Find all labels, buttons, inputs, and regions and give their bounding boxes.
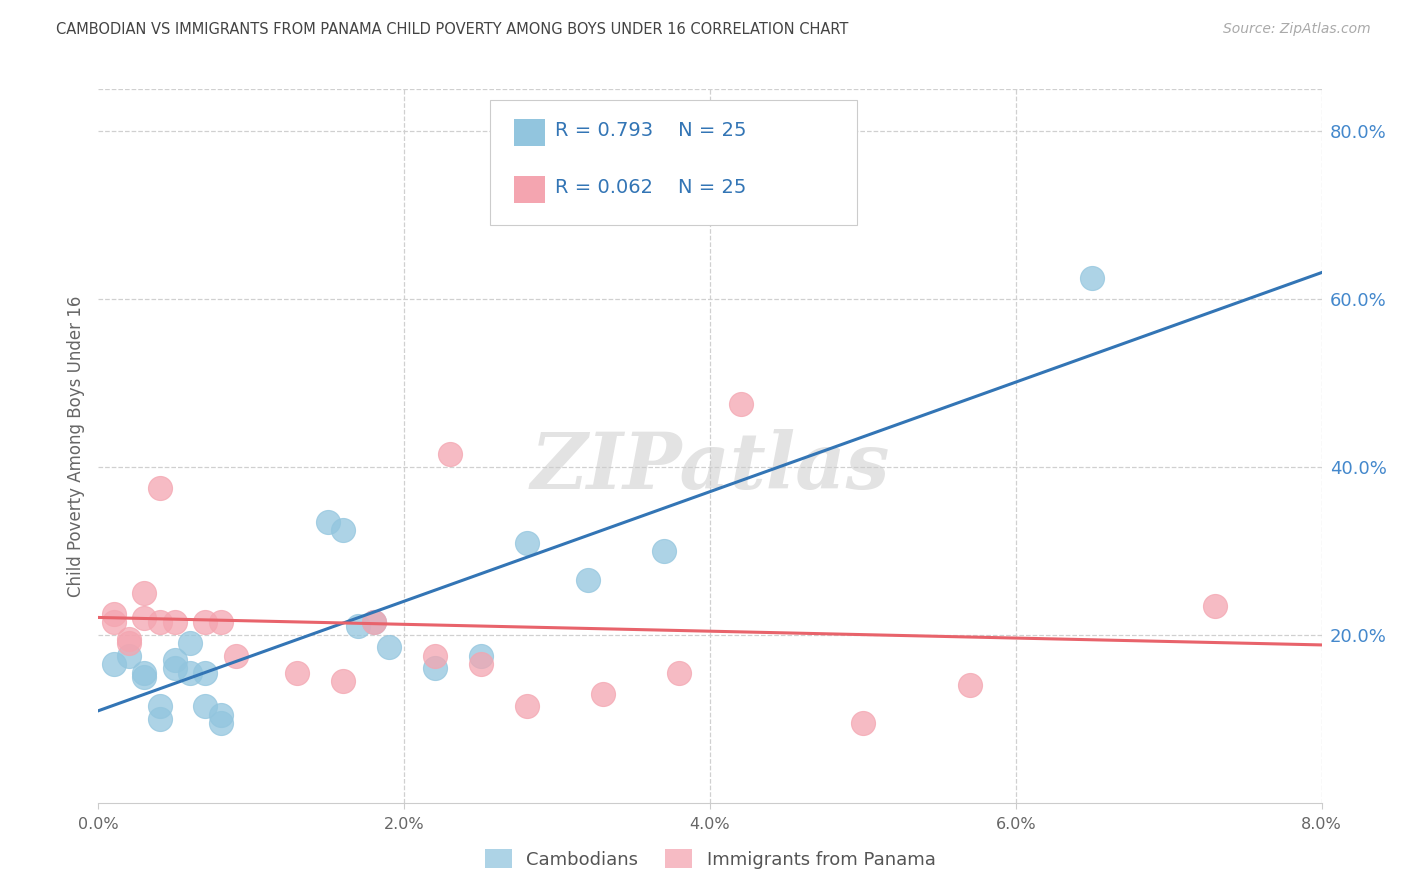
Point — [194, 615, 217, 630]
Point — [194, 699, 217, 714]
Point — [316, 515, 339, 529]
Point — [134, 586, 156, 600]
Point — [225, 648, 247, 663]
Point — [118, 636, 141, 650]
Point — [163, 661, 186, 675]
Point — [378, 640, 401, 655]
Point — [209, 615, 232, 630]
Point — [209, 716, 232, 731]
Point — [149, 712, 172, 726]
Point — [959, 678, 981, 692]
Point — [423, 648, 446, 663]
Point — [149, 615, 172, 630]
Point — [516, 699, 538, 714]
Point — [668, 665, 690, 680]
Text: R = 0.793    N = 25: R = 0.793 N = 25 — [555, 121, 747, 140]
Point — [134, 665, 156, 680]
Point — [149, 481, 172, 495]
Point — [118, 648, 141, 663]
Point — [179, 665, 201, 680]
Point — [332, 523, 354, 537]
Legend: Cambodians, Immigrants from Panama: Cambodians, Immigrants from Panama — [477, 842, 943, 876]
Point — [103, 607, 125, 621]
Point — [470, 657, 492, 672]
Point — [149, 699, 172, 714]
Point — [134, 611, 156, 625]
Point — [118, 632, 141, 646]
Point — [423, 661, 446, 675]
Point — [439, 447, 461, 461]
Point — [730, 397, 752, 411]
Point — [1204, 599, 1226, 613]
Text: CAMBODIAN VS IMMIGRANTS FROM PANAMA CHILD POVERTY AMONG BOYS UNDER 16 CORRELATIO: CAMBODIAN VS IMMIGRANTS FROM PANAMA CHIL… — [56, 22, 849, 37]
Text: ZIPatlas: ZIPatlas — [530, 429, 890, 506]
Point — [134, 670, 156, 684]
Point — [1081, 271, 1104, 285]
Point — [163, 615, 186, 630]
Point — [332, 674, 354, 689]
FancyBboxPatch shape — [489, 100, 856, 225]
Bar — [515, 177, 546, 203]
Point — [516, 535, 538, 549]
Bar — [515, 120, 546, 146]
Point — [347, 619, 370, 633]
Point — [285, 665, 308, 680]
Point — [852, 716, 875, 731]
Point — [194, 665, 217, 680]
Point — [103, 615, 125, 630]
Y-axis label: Child Poverty Among Boys Under 16: Child Poverty Among Boys Under 16 — [66, 295, 84, 597]
Point — [209, 707, 232, 722]
Point — [179, 636, 201, 650]
Point — [652, 544, 675, 558]
Point — [470, 648, 492, 663]
Text: R = 0.062    N = 25: R = 0.062 N = 25 — [555, 178, 747, 197]
Text: Source: ZipAtlas.com: Source: ZipAtlas.com — [1223, 22, 1371, 37]
Point — [576, 574, 599, 588]
Point — [103, 657, 125, 672]
Point — [592, 687, 614, 701]
Point — [363, 615, 385, 630]
Point — [163, 653, 186, 667]
Point — [363, 615, 385, 630]
